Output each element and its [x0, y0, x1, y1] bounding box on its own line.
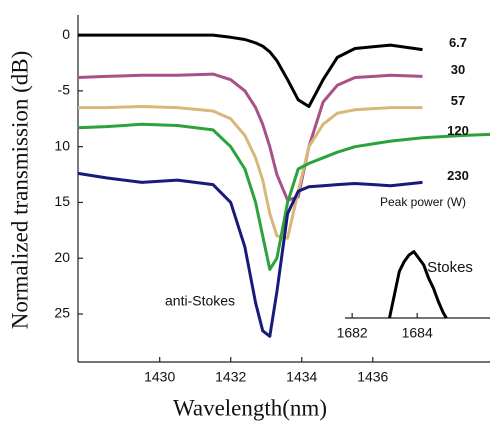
x-tick-label: 1432	[215, 369, 246, 385]
series-line	[77, 122, 490, 271]
y-tick-label: 15	[54, 193, 70, 209]
x-tick-label: 1684	[402, 325, 433, 341]
annotation: anti-Stokes	[165, 293, 235, 309]
y-tick-label: 25	[54, 305, 70, 321]
series-line	[78, 105, 423, 240]
series-line	[388, 250, 448, 319]
annotation: Peak power (W)	[380, 195, 466, 209]
y-axis-title: Normalized transmission (dB)	[7, 51, 32, 330]
series-label: 6.7	[449, 35, 467, 50]
series-line	[78, 33, 423, 108]
x-tick-label: 1434	[286, 369, 317, 385]
y-tick-label: 0	[62, 26, 70, 42]
y-tick-label: 20	[54, 249, 70, 265]
series-label: Stokes	[427, 259, 473, 276]
series-label: 30	[451, 62, 465, 77]
series-line	[77, 171, 423, 338]
series-line	[77, 72, 423, 202]
series-label: 57	[451, 93, 465, 108]
x-tick-label: 1682	[337, 325, 368, 341]
y-tick-label: 10	[54, 137, 70, 153]
series-label: 230	[447, 168, 469, 183]
x-axis-title: Wavelength(nm)	[173, 395, 327, 420]
x-tick-label: 1436	[357, 369, 388, 385]
y-tick-label: -5	[58, 82, 71, 98]
x-tick-label: 1430	[144, 369, 175, 385]
series-label: 120	[447, 123, 469, 138]
